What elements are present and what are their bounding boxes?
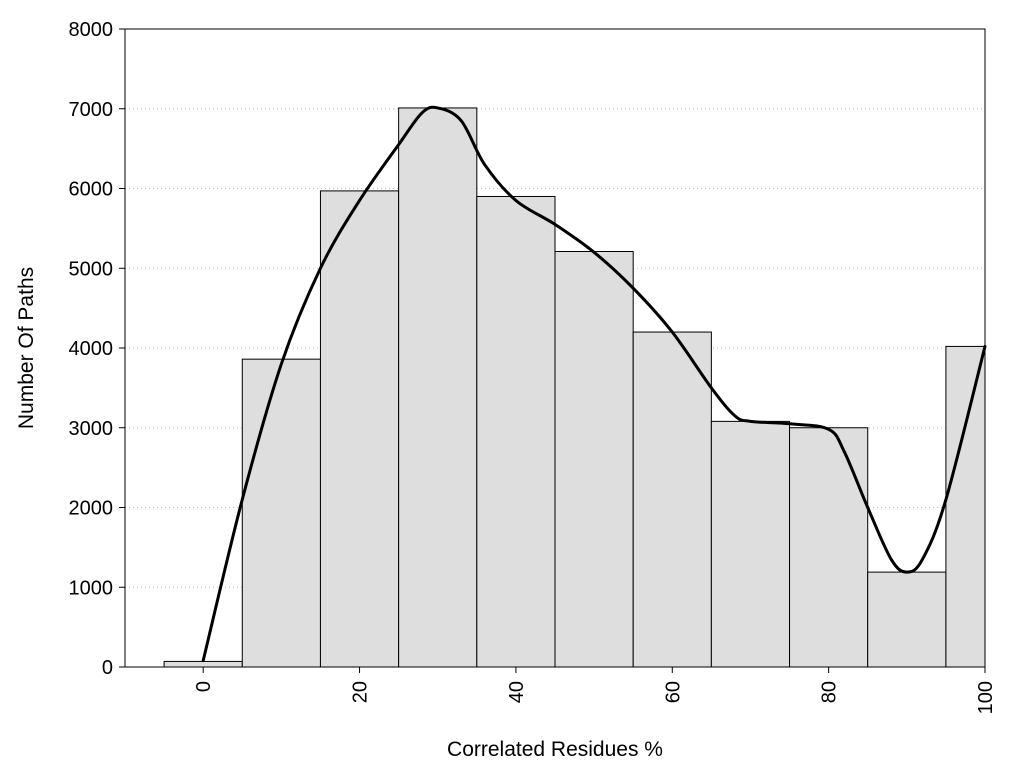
y-tick-label: 3000 [69,418,114,440]
bars [163,107,986,668]
histogram-bar [789,427,869,668]
y-axis-label: Number Of Paths [15,267,38,429]
x-axis-label: Correlated Residues % [447,738,663,761]
histogram-bar [867,571,947,668]
histogram-bar [554,251,634,668]
histogram-bar [163,660,243,668]
y-axis-ticks: 0 1000 2000 3000 4000 5000 6000 7000 8000 [69,19,125,679]
histogram-bar [398,107,478,668]
histogram-bar [319,190,400,668]
x-tick-label: 100 [975,681,997,714]
y-tick-label: 4000 [69,338,114,360]
y-tick-label: 6000 [69,179,114,201]
x-tick-label: 60 [662,681,684,703]
histogram-bar [632,331,712,668]
y-tick-label: 1000 [69,577,114,599]
y-tick-label: 2000 [69,498,114,520]
y-tick-label: 7000 [69,99,114,121]
histogram-bar [241,358,321,668]
y-tick-label: 5000 [69,258,114,280]
y-tick-label: 8000 [69,19,114,41]
histogram-bar [710,420,791,668]
x-tick-label: 20 [350,681,372,703]
y-tick-label: 0 [102,657,113,679]
histogram-bar [476,195,556,668]
x-axis-ticks: 0 20 40 60 80 100 [193,667,997,714]
density-curve [201,105,987,663]
x-tick-label: 0 [193,681,215,692]
x-tick-label: 80 [819,681,841,703]
histogram-bar [945,345,986,668]
x-tick-label: 40 [506,681,528,703]
